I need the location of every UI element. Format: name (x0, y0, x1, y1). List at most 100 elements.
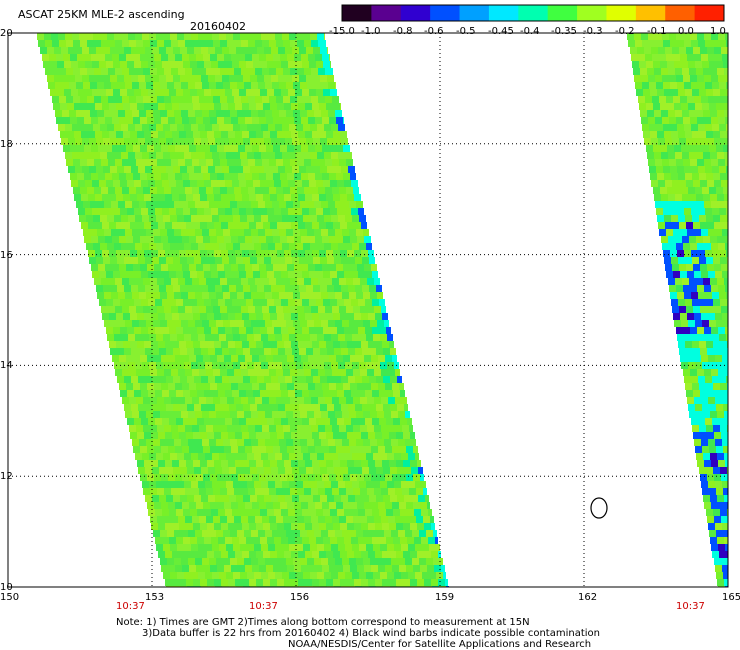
wind-cell (294, 117, 301, 124)
wind-cell (91, 264, 98, 271)
wind-cell (654, 152, 661, 159)
wind-cell (427, 502, 430, 509)
wind-cell (360, 516, 367, 523)
wind-cell (286, 229, 293, 236)
wind-cell (256, 551, 263, 558)
wind-cell (241, 278, 248, 285)
wind-cell (216, 439, 223, 446)
wind-cell (339, 397, 346, 404)
wind-cell (130, 313, 137, 320)
wind-cell (719, 551, 726, 558)
wind-cell (649, 82, 656, 89)
wind-cell (234, 40, 241, 47)
wind-cell (335, 229, 342, 236)
wind-cell (279, 82, 286, 89)
wind-cell (319, 131, 326, 138)
wind-cell (270, 194, 277, 201)
wind-cell (678, 131, 685, 138)
wind-cell (188, 82, 195, 89)
wind-cell (183, 180, 190, 187)
wind-cell (428, 509, 432, 516)
wind-cell (686, 222, 693, 229)
wind-cell (120, 327, 127, 334)
wind-cell (108, 68, 115, 75)
wind-cell (287, 565, 294, 572)
wind-cell (714, 558, 721, 565)
wind-cell (364, 446, 371, 453)
plot-frame (7, 32, 729, 588)
wind-cell (297, 306, 304, 313)
wind-cell (725, 243, 728, 250)
wind-cell (641, 117, 648, 124)
wind-cell (251, 558, 258, 565)
wind-cell (129, 369, 136, 376)
wind-cell (313, 257, 320, 264)
wind-cell (249, 579, 256, 586)
wind-cell (630, 47, 637, 54)
wind-cell (715, 271, 722, 278)
wind-cell (127, 271, 134, 278)
wind-cell (228, 313, 235, 320)
wind-cell (183, 299, 190, 306)
wind-cell (260, 327, 267, 334)
wind-cell (351, 327, 358, 334)
wind-cell (134, 299, 141, 306)
wind-cell (248, 425, 255, 432)
wind-cell (290, 278, 297, 285)
wind-cell (85, 61, 92, 68)
wind-cell (341, 495, 348, 502)
wind-cell (309, 271, 316, 278)
wind-cell (143, 278, 150, 285)
wind-cell (112, 145, 119, 152)
wind-cell (94, 278, 101, 285)
wind-cell (698, 376, 705, 383)
wind-cell (191, 334, 198, 341)
wind-cell (313, 75, 320, 82)
wind-cell (233, 215, 240, 222)
wind-cell (173, 285, 180, 292)
wind-cell (332, 187, 339, 194)
wind-cell (201, 348, 208, 355)
wind-cell (690, 117, 697, 124)
wind-cell (171, 68, 178, 75)
wind-cell (275, 243, 282, 250)
note-line-3: NOAA/NESDIS/Center for Satellite Applica… (288, 639, 592, 650)
wind-cell (288, 327, 295, 334)
wind-cell (726, 376, 728, 383)
wind-cell (143, 187, 150, 194)
wind-cell (185, 159, 192, 166)
wind-cell (210, 383, 217, 390)
wind-cell (175, 355, 182, 362)
wind-cell (377, 439, 384, 446)
wind-cell (341, 404, 348, 411)
wind-cell (341, 376, 348, 383)
wind-cell (325, 278, 332, 285)
wind-cell (241, 488, 248, 495)
wind-cell (111, 229, 118, 236)
wind-cell (683, 243, 690, 250)
wind-cell (208, 47, 215, 54)
wind-cell (654, 194, 661, 201)
wind-cell (726, 82, 728, 89)
wind-cell (299, 467, 306, 474)
wind-cell (140, 383, 147, 390)
wind-cell (120, 61, 127, 68)
wind-cell (374, 425, 381, 432)
wind-cell (290, 425, 297, 432)
wind-cell (631, 54, 638, 61)
wind-cell (244, 439, 251, 446)
wind-cell (248, 516, 255, 523)
wind-cell (336, 117, 343, 124)
wind-cell (141, 390, 148, 397)
wind-cell (445, 579, 448, 586)
wind-cell (181, 320, 188, 327)
wind-cell (725, 369, 728, 376)
wind-cell (82, 47, 89, 54)
wind-cell (420, 565, 427, 572)
wind-cell (229, 257, 236, 264)
wind-cell (340, 194, 347, 201)
wind-cell (720, 383, 727, 390)
wind-cell (264, 495, 271, 502)
wind-cell (111, 320, 118, 327)
wind-cell (157, 369, 164, 376)
